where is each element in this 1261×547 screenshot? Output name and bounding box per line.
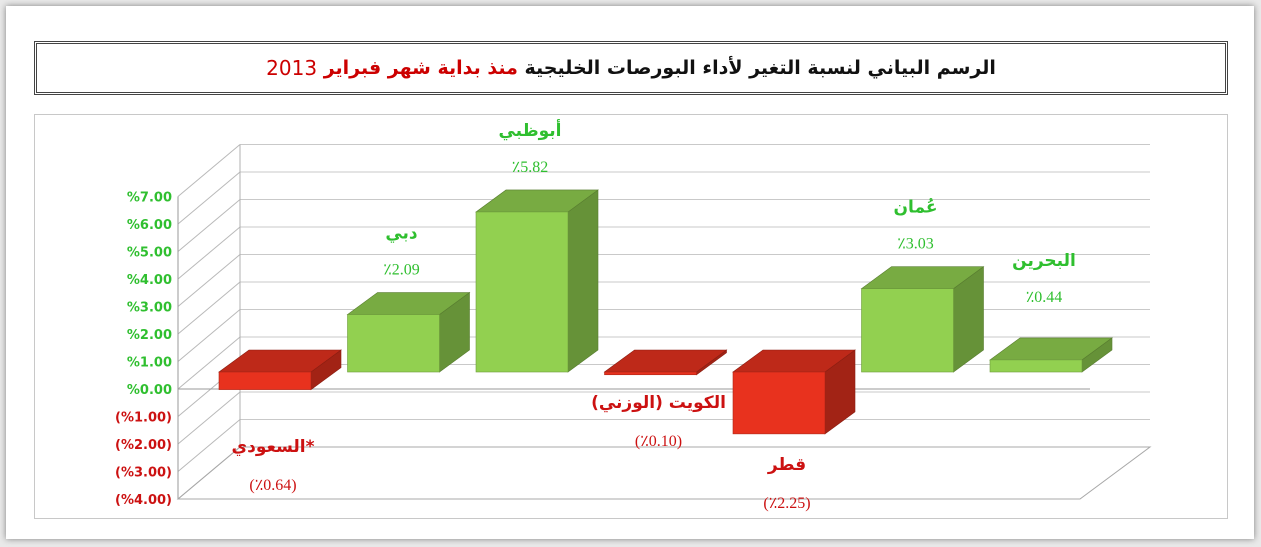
grid-side-line [177,281,241,335]
grid-side-line [177,309,241,362]
chart-area [34,114,1228,519]
grid-side-line [177,226,241,280]
bar [475,189,599,373]
bar-side [567,189,599,373]
bar-front [604,371,697,376]
y-tick-label: %1.00 [127,356,172,371]
bar [218,349,342,391]
data-label: ٪2.09 [383,262,420,279]
category-label: الكويت (الوزني) [591,393,726,413]
bar-front [732,371,826,435]
y-tick-label: (%2.00) [115,438,172,453]
grid-side-line [177,391,241,445]
grid-side-line [177,144,241,197]
data-label: (٪2.25) [763,495,810,512]
bar-front [218,371,312,390]
bar-front [347,314,440,373]
bar [346,291,471,373]
bar [732,349,856,435]
chart-bars [218,189,1113,435]
grid-side-line [177,419,241,472]
category-label: قطر [767,455,806,475]
y-tick-label: %7.00 [127,191,172,206]
title-part-period: منذ بداية شهر فبراير [323,57,518,79]
grid-side-line [177,171,241,225]
grid-side-line [177,199,241,252]
bar [989,337,1113,373]
category-label: دبي [385,224,418,244]
chart-labels: السعودي* (٪0.64) دبي ٪2.09 أبوظبي ٪5.82 الكويت… [232,119,1076,512]
data-label: ٪5.82 [512,159,549,176]
bar [860,266,985,373]
y-tick-label: %6.00 [127,218,172,233]
data-label: (٪0.10) [635,433,682,450]
data-label: ٪0.44 [1026,289,1063,306]
grid-side-line [177,254,241,307]
data-label: ٪3.03 [897,236,934,253]
title-year: 2013 [266,56,318,80]
y-tick-label: (%4.00) [115,493,172,508]
category-label: السعودي* [232,437,315,457]
grid-side-line [177,336,241,390]
chart-title-box: الرسم البياني لنسبة التغير لأداء البورصا… [34,41,1228,95]
data-label: (٪0.64) [249,477,296,494]
bar-front [475,211,569,373]
y-axis-ticks: %7.00 %6.00 %5.00 %4.00 %3.00 %2.00 %1.00 %0.00… [115,191,172,509]
y-tick-label: %2.00 [127,328,172,343]
bar [603,349,728,376]
y-tick-label: (%1.00) [115,411,172,426]
y-tick-label: %0.00 [127,383,172,398]
chart-grid [176,144,1152,500]
bar-front [989,359,1083,373]
y-tick-label: (%3.00) [115,466,172,481]
category-label: أبوظبي [498,119,561,141]
category-label: عُمان [894,198,938,218]
y-tick-label: %4.00 [127,273,172,288]
y-tick-label: %3.00 [127,301,172,316]
title-part-main: الرسم البياني لنسبة التغير لأداء البورصا… [524,57,996,79]
y-tick-label: %5.00 [127,246,172,261]
bar-front [861,288,954,373]
bar-top [603,349,728,373]
chart-floor [176,446,1152,500]
category-label: البحرين [1012,251,1076,271]
